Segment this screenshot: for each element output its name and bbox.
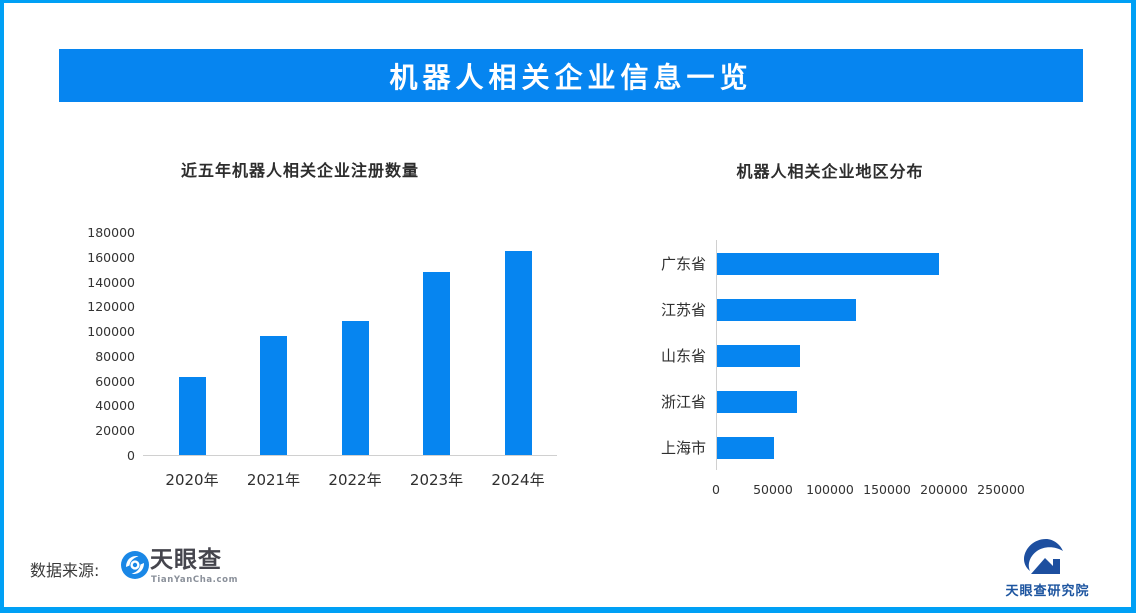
x-axis-category-label: 2020年 (165, 471, 219, 489)
banner: 机器人相关企业信息一览 (59, 49, 1083, 102)
y-axis-tick-label: 60000 (95, 373, 135, 389)
x-axis-tick-label: 150000 (863, 482, 911, 497)
bar (717, 391, 797, 413)
x-axis-category-label: 2022年 (328, 471, 382, 489)
y-axis-line (716, 240, 717, 470)
registrations-chart-title: 近五年机器人相关企业注册数量 (180, 161, 419, 180)
x-axis-tick-label: 250000 (977, 482, 1025, 497)
data-source-label: 数据来源: (30, 561, 100, 580)
bar (423, 271, 450, 455)
x-axis-tick-label: 200000 (920, 482, 968, 497)
region-chart: 广东省江苏省山东省浙江省上海市 0 50000 100000 150000 200000 2… (640, 230, 1120, 510)
banner-title: 机器人相关企业信息一览 (389, 60, 753, 94)
y-axis-tick-label: 120000 (87, 299, 135, 315)
tianyancha-research-icon (1022, 538, 1070, 580)
x-axis-category-label: 2023年 (409, 471, 464, 489)
y-axis-tick-label: 180000 (87, 225, 135, 240)
bar (260, 336, 287, 455)
bar (341, 321, 369, 455)
registrations-chart: 0 20000 40000 60000 80000 100000 120000 140000 1… (60, 225, 580, 495)
y-axis-category-label: 浙江省 (660, 393, 706, 411)
bar (717, 437, 774, 459)
region-chart-title: 机器人相关企业地区分布 (736, 162, 924, 181)
x-axis-category-label: 2021年 (246, 471, 301, 489)
x-axis-tick-label: 100000 (806, 482, 854, 497)
x-axis-category-label: 2024年 (491, 471, 545, 489)
y-axis-tick-label: 40000 (95, 398, 135, 414)
x-axis-line (143, 455, 557, 456)
research-logo-name: 天眼查研究院 (1005, 584, 1090, 599)
tianyancha-eye-icon (120, 550, 150, 580)
bar (717, 299, 857, 321)
bar (717, 253, 940, 275)
bar (504, 250, 532, 455)
y-axis-tick-label: 0 (127, 448, 135, 463)
tianyancha-logo-name: 天眼查 (150, 547, 222, 573)
tianyancha-logo-domain: TianYanCha.com (151, 575, 239, 585)
y-axis-tick-label: 100000 (87, 324, 135, 340)
bar (717, 345, 801, 367)
x-axis-tick-label: 0 (712, 482, 720, 497)
y-axis-category-label: 山东省 (660, 347, 706, 365)
y-axis-tick-label: 80000 (95, 348, 135, 364)
y-axis-category-label: 广东省 (660, 255, 706, 273)
bar (178, 376, 206, 455)
y-axis-category-label: 上海市 (660, 439, 706, 457)
y-axis-tick-label: 140000 (87, 274, 135, 290)
y-axis-tick-label: 20000 (95, 423, 135, 439)
x-axis-tick-label: 50000 (753, 482, 793, 497)
y-axis-tick-label: 160000 (87, 249, 135, 265)
y-axis-category-label: 江苏省 (660, 301, 706, 319)
